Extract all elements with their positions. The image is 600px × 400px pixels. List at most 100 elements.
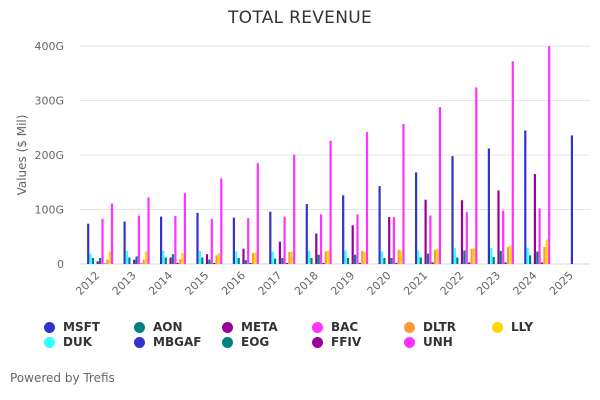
bar-unh-2016[interactable] [256,163,259,264]
legend-item-aon[interactable]: AON [134,320,183,334]
bar-duk-2016[interactable] [235,251,238,265]
bar-msft-2020[interactable] [378,186,381,264]
bar-bac-2021[interactable] [429,215,432,265]
bar-lly-2015[interactable] [217,253,220,264]
bar-duk-2018[interactable] [308,250,311,264]
bar-bac-2019[interactable] [356,214,359,264]
bar-msft-2019[interactable] [342,195,345,264]
bar-eog-2016[interactable] [244,260,247,264]
bar-ffiv-2023[interactable] [504,262,507,264]
bar-aon-2014[interactable] [164,257,167,265]
bar-aon-2019[interactable] [346,258,350,264]
bar-meta-2014[interactable] [169,257,172,265]
bar-aon-2013[interactable] [128,257,131,265]
bar-duk-2013[interactable] [125,250,129,264]
bar-eog-2024[interactable] [536,251,539,265]
bar-meta-2017[interactable] [278,241,281,264]
bar-mbgaf-2025[interactable] [570,135,573,264]
bar-lly-2013[interactable] [145,251,148,265]
bar-lly-2018[interactable] [327,250,330,264]
bar-msft-2024[interactable] [524,130,527,265]
bar-bac-2014[interactable] [174,216,177,264]
bar-ffiv-2024[interactable] [540,262,544,264]
bar-ffiv-2017[interactable] [285,262,289,264]
legend-item-unh[interactable]: UNH [404,335,453,349]
bar-dltr-2016[interactable] [251,253,255,264]
bar-lly-2021[interactable] [436,248,439,264]
bar-aon-2016[interactable] [237,258,240,264]
bar-unh-2019[interactable] [365,132,369,264]
bar-ffiv-2014[interactable] [176,262,179,264]
bar-ffiv-2020[interactable] [395,262,398,264]
bar-dltr-2017[interactable] [288,252,291,264]
bar-dltr-2021[interactable] [434,249,437,264]
bar-aon-2017[interactable] [274,258,277,264]
bar-eog-2021[interactable] [426,253,430,264]
legend-item-dltr[interactable]: DLTR [404,320,456,334]
bar-dltr-2023[interactable] [506,247,510,264]
bar-ffiv-2012[interactable] [103,263,106,265]
bar-meta-2021[interactable] [424,199,427,264]
bar-msft-2018[interactable] [305,204,308,264]
bar-msft-2013[interactable] [123,221,126,265]
bar-meta-2015[interactable] [205,254,209,264]
bar-duk-2017[interactable] [271,251,274,265]
bar-duk-2019[interactable] [344,250,347,264]
bar-msft-2023[interactable] [487,148,490,265]
bar-eog-2014[interactable] [171,254,175,264]
legend-item-msft[interactable]: MSFT [44,320,100,334]
bar-unh-2020[interactable] [402,123,405,265]
bar-duk-2012[interactable] [89,253,92,264]
bar-unh-2022[interactable] [475,87,478,265]
bar-eog-2022[interactable] [463,250,466,264]
bar-dltr-2024[interactable] [543,247,546,264]
bar-unh-2018[interactable] [329,140,332,264]
bar-bac-2013[interactable] [137,215,140,265]
bar-ffiv-2016[interactable] [249,262,252,264]
bar-msft-2016[interactable] [232,217,235,264]
bar-msft-2021[interactable] [415,172,418,264]
legend-item-mbgaf[interactable]: MBGAF [134,335,201,349]
legend-item-lly[interactable]: LLY [492,320,533,334]
bar-ffiv-2019[interactable] [358,262,361,264]
bar-lly-2014[interactable] [181,253,184,264]
bar-msft-2014[interactable] [160,216,163,264]
bar-bac-2023[interactable] [502,210,505,264]
bar-bac-2024[interactable] [538,208,541,264]
bar-aon-2022[interactable] [456,257,459,265]
bar-dltr-2012[interactable] [106,259,109,264]
bar-aon-2024[interactable] [529,255,532,264]
bar-bac-2016[interactable] [247,218,250,264]
bar-unh-2012[interactable] [110,203,114,265]
legend-item-duk[interactable]: DUK [44,335,92,349]
bar-eog-2017[interactable] [281,258,284,264]
bar-lly-2012[interactable] [108,251,111,265]
bar-dltr-2014[interactable] [179,259,182,264]
bar-duk-2020[interactable] [380,251,384,265]
bar-bac-2020[interactable] [392,217,395,264]
bar-lly-2022[interactable] [472,248,475,264]
bar-eog-2015[interactable] [208,259,211,264]
bar-meta-2022[interactable] [460,200,464,264]
legend-item-eog[interactable]: EOG [222,335,269,349]
bar-lly-2024[interactable] [545,239,548,265]
bar-duk-2014[interactable] [162,250,165,264]
bar-msft-2022[interactable] [451,156,454,264]
bar-unh-2013[interactable] [147,197,150,265]
bar-lly-2016[interactable] [254,252,257,264]
legend-item-meta[interactable]: META [222,320,278,334]
bar-eog-2013[interactable] [135,256,138,264]
bar-duk-2024[interactable] [526,247,529,264]
bar-eog-2012[interactable] [99,258,102,264]
bar-lly-2019[interactable] [363,252,366,264]
bar-msft-2012[interactable] [87,223,90,264]
bar-unh-2021[interactable] [438,107,441,264]
bar-unh-2017[interactable] [293,154,296,265]
legend-item-bac[interactable]: BAC [312,320,358,334]
bar-dltr-2022[interactable] [470,248,473,264]
bar-meta-2013[interactable] [133,259,136,264]
bar-dltr-2015[interactable] [215,255,218,264]
bar-aon-2018[interactable] [310,258,313,264]
bar-aon-2023[interactable] [492,256,495,264]
bar-aon-2021[interactable] [419,257,422,265]
